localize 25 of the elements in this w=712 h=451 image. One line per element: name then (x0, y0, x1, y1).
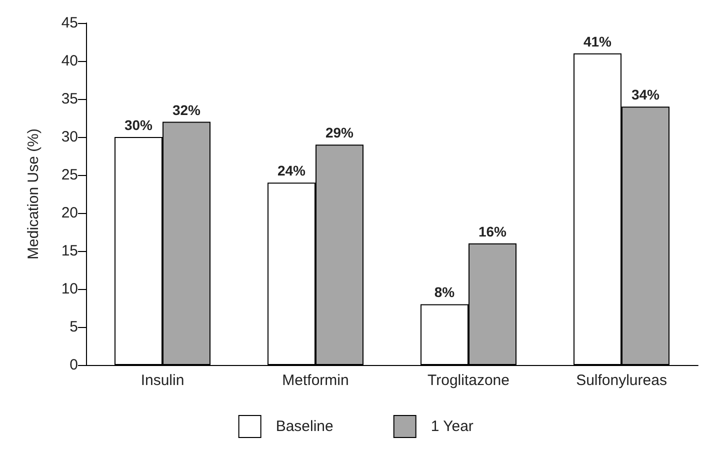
data-label: 34% (631, 86, 660, 103)
x-tick-label: Insulin (140, 372, 184, 389)
y-tick-label: 45 (61, 14, 78, 32)
x-tick-label: Sulfonylureas (576, 372, 667, 389)
y-tick-label: 25 (61, 166, 78, 184)
x-tick-label: Troglitazone (428, 372, 510, 389)
x-tick-label: Metformin (282, 372, 349, 389)
legend-label: 1 Year (430, 418, 474, 435)
data-label: 29% (325, 124, 354, 141)
data-label: 32% (172, 102, 202, 118)
y-axis-title: Medication Use (%) (25, 128, 42, 260)
data-label: 41% (583, 33, 612, 50)
data-label: 16% (478, 223, 508, 240)
y-tick-label: 30 (61, 128, 78, 146)
data-label: 8% (434, 284, 456, 300)
data-label: 30% (124, 117, 154, 133)
y-tick-label: 15 (61, 242, 78, 260)
y-tick-label: 40 (61, 52, 78, 70)
y-tick-label: 10 (61, 280, 78, 298)
y-tick-label: 20 (61, 204, 78, 222)
data-label: 24% (277, 162, 306, 179)
y-tick-label: 0 (70, 356, 78, 374)
y-tick-label: 5 (70, 318, 78, 336)
y-tick-label: 35 (61, 90, 78, 108)
legend-label: Baseline (276, 418, 334, 435)
